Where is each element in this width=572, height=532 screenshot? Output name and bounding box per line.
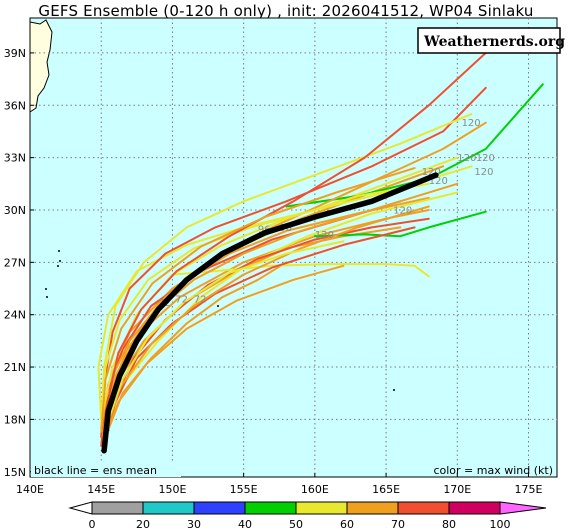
lon-label: 170E [443, 483, 471, 496]
mean-track-line [101, 172, 439, 454]
colorbar-segment [448, 501, 501, 515]
member-track [97, 156, 459, 421]
lat-label: 27N [4, 256, 26, 269]
colorbar-high-arrow [499, 501, 547, 515]
hour-label: 72 [175, 294, 188, 305]
hour-label: 120 [315, 230, 334, 241]
island-dot [393, 389, 395, 391]
member-track [100, 167, 416, 433]
member-track [101, 182, 459, 438]
legend-left: black line = ens mean [34, 464, 157, 477]
colorbar-label: 30 [187, 518, 201, 531]
colorbar-low-arrow [68, 501, 93, 515]
hour-label: 72 [194, 294, 207, 305]
colorbar-label: 50 [289, 518, 303, 531]
member-track [100, 165, 473, 421]
hour-label: 120 [422, 167, 441, 178]
member-track [104, 226, 416, 438]
colorbar-label: 60 [340, 518, 354, 531]
brand-text: Weathernerds.org [423, 34, 565, 50]
lat-label: 33N [4, 152, 26, 165]
hour-label: 120 [474, 167, 493, 178]
lon-label: 175E [515, 483, 543, 496]
member-track [104, 240, 345, 430]
hour-label: 120 [476, 153, 495, 164]
colorbar-segment [346, 501, 399, 515]
lat-label: 39N [4, 47, 26, 60]
wind-colorbar: 0 20 30 40 50 60 70 80 100 [68, 501, 547, 531]
member-track [100, 113, 473, 430]
chart-title: GEFS Ensemble (0-120 h only) , init: 202… [38, 2, 534, 20]
colorbar-label: 20 [136, 518, 150, 531]
colorbar-label: 100 [490, 518, 511, 531]
lon-label: 160E [301, 483, 329, 496]
lon-label: 140E [16, 483, 44, 496]
member-track [103, 264, 345, 442]
hour-label: 120 [457, 153, 476, 164]
island-dot [46, 296, 48, 298]
lat-label: 24N [4, 309, 26, 322]
brand-box [417, 27, 561, 54]
colorbar-segment [142, 501, 195, 515]
island-dot [59, 260, 61, 262]
ensemble-member-tracks [97, 51, 544, 451]
island-dot [217, 305, 219, 307]
lat-label: 36N [4, 99, 26, 112]
island-dot [57, 265, 59, 267]
colorbar-label: 0 [89, 518, 96, 531]
lon-label: 150E [158, 483, 186, 496]
taiwan-landmass [29, 19, 53, 113]
colorbar-segment [397, 501, 450, 515]
legend-left-box [31, 462, 181, 477]
colorbar-segment [295, 501, 348, 515]
member-track [104, 261, 288, 438]
colorbar-segment [244, 501, 297, 515]
island-dot [58, 250, 60, 252]
lon-label: 165E [372, 483, 400, 496]
colorbar-label: 70 [391, 518, 405, 531]
lat-label: 15N [4, 466, 26, 479]
member-track [171, 263, 430, 278]
lat-label: 30N [4, 204, 26, 217]
hour-label: 120 [429, 176, 448, 187]
lat-label: 21N [4, 361, 26, 374]
colorbar-segment [193, 501, 246, 515]
member-track [103, 205, 430, 438]
lon-label: 155E [230, 483, 258, 496]
lat-label: 18N [4, 413, 26, 426]
hour-label: 120 [462, 118, 481, 129]
ensemble-mean-track [101, 172, 439, 454]
legend-right: color = max wind (kt) [433, 464, 553, 477]
colorbar-label: 40 [238, 518, 252, 531]
hour-label: 120 [393, 205, 412, 216]
axis-labels: 15N 18N 21N 24N 27N 30N 33N 36N 39N 140E 145E 150E 1… [4, 47, 543, 496]
member-track [313, 210, 487, 238]
island-dot [45, 288, 47, 290]
colorbar-segment [91, 501, 144, 515]
lon-label: 145E [87, 483, 115, 496]
colorbar-label: 80 [442, 518, 456, 531]
member-track [101, 51, 487, 444]
